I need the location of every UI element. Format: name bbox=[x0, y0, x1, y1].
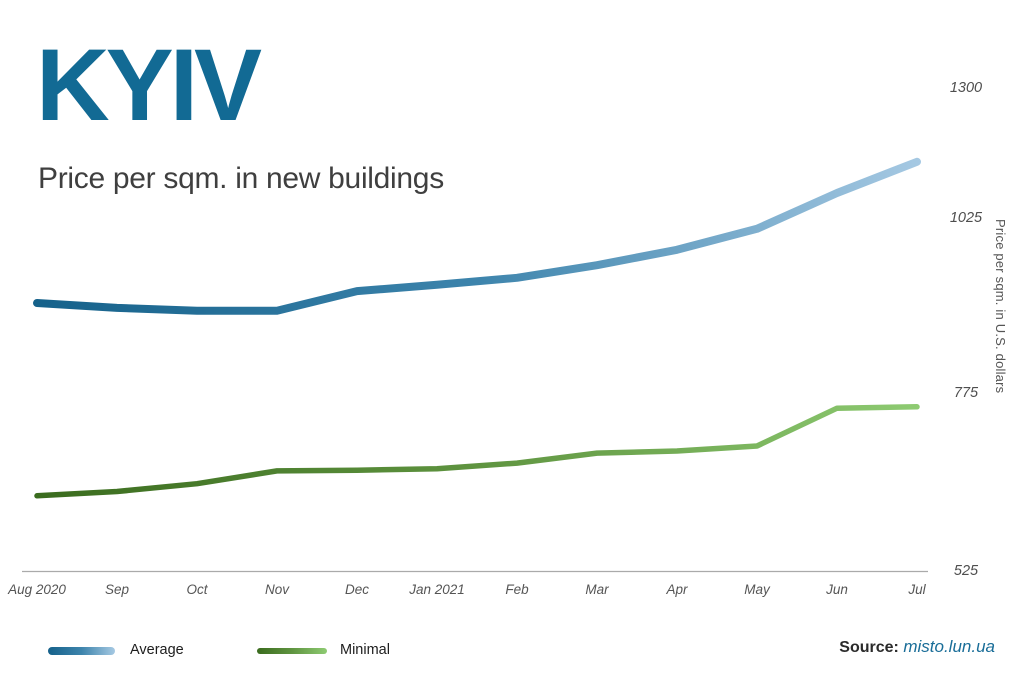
minimal-legend-label: Minimal bbox=[340, 642, 390, 658]
y-tick-label: 1300 bbox=[949, 80, 983, 96]
x-tick-label: Sep bbox=[104, 582, 130, 597]
average-legend-swatch bbox=[48, 647, 115, 655]
minimal-legend-swatch bbox=[257, 648, 327, 654]
x-tick-label: Nov bbox=[264, 582, 290, 597]
minimal-line bbox=[34, 404, 920, 499]
x-tick-label: Jul bbox=[908, 582, 926, 597]
x-tick-label: Dec bbox=[344, 582, 370, 597]
x-tick-label: May bbox=[744, 582, 770, 597]
x-tick-label: Aug 2020 bbox=[8, 582, 66, 597]
y-tick-label: 525 bbox=[953, 563, 979, 579]
page-subtitle: Price per sqm. in new buildings bbox=[38, 162, 444, 195]
page-title: KYIV bbox=[36, 28, 262, 142]
x-tick-label: Jan 2021 bbox=[409, 582, 465, 597]
source-link[interactable]: misto.lun.ua bbox=[903, 637, 995, 656]
y-tick-label: 775 bbox=[953, 385, 979, 401]
average-line bbox=[33, 157, 921, 315]
chart-legend: Average Minimal bbox=[0, 641, 640, 661]
x-tick-label: Feb bbox=[505, 582, 529, 597]
x-tick-label: Jun bbox=[826, 582, 848, 597]
source-credit: Source: misto.lun.ua bbox=[839, 637, 995, 657]
y-axis-title: Price per sqm. in U.S. dollars bbox=[993, 219, 1008, 394]
x-tick-label: Mar bbox=[585, 582, 609, 597]
average-legend-label: Average bbox=[130, 642, 184, 658]
x-tick-label: Oct bbox=[186, 582, 208, 597]
source-label: Source: bbox=[839, 639, 899, 656]
y-tick-label: 1025 bbox=[949, 210, 983, 226]
x-tick-label: Apr bbox=[666, 582, 688, 597]
